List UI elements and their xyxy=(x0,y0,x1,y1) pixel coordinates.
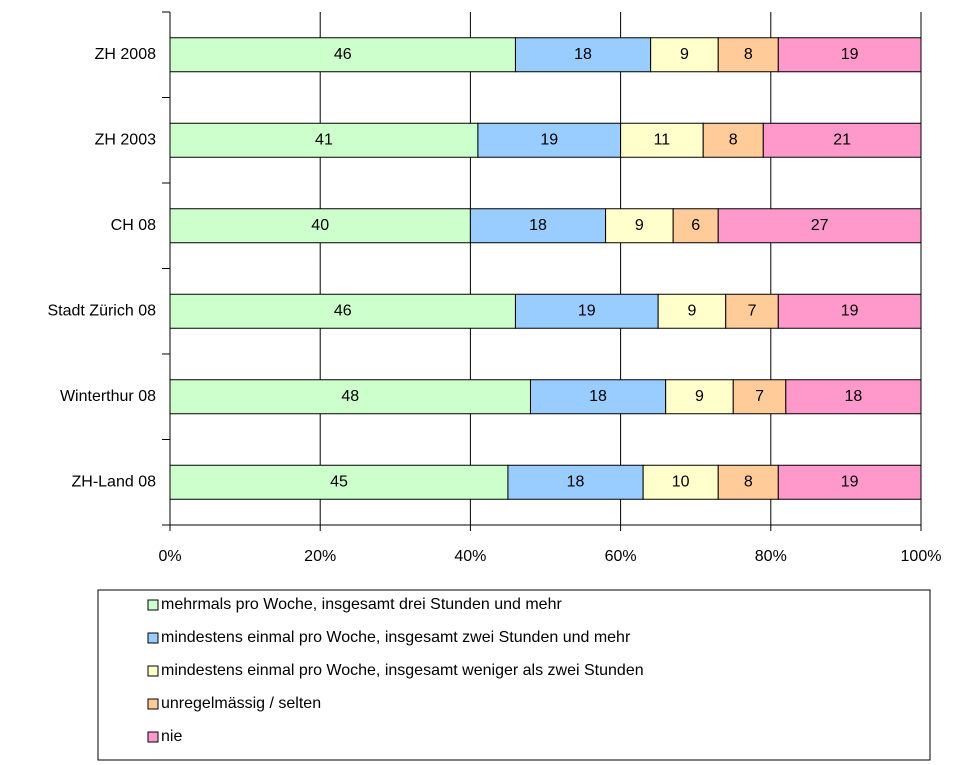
data-label: 19 xyxy=(578,302,596,319)
legend-label: mehrmals pro Woche, insgesamt drei Stund… xyxy=(161,596,562,613)
legend-marker xyxy=(147,632,159,644)
bar-segment xyxy=(169,293,516,329)
data-label: 8 xyxy=(744,46,753,63)
bar-segment xyxy=(777,464,922,500)
data-label: 10 xyxy=(672,473,690,490)
data-label: 18 xyxy=(845,388,863,405)
data-label: 8 xyxy=(729,131,738,148)
legend-label: unregelmässig / selten xyxy=(161,695,321,712)
bar-segment xyxy=(169,37,516,73)
data-label: 18 xyxy=(589,388,607,405)
data-label: 19 xyxy=(841,46,859,63)
data-label: 7 xyxy=(748,302,757,319)
y-tick-label: Stadt Zürich 08 xyxy=(48,302,157,319)
bar-segment xyxy=(702,122,764,158)
data-label: 9 xyxy=(687,302,696,319)
y-tick-label: ZH-Land 08 xyxy=(72,473,157,490)
bar-segment xyxy=(777,37,922,73)
legend-marker xyxy=(147,698,159,710)
x-tick-label: 20% xyxy=(304,548,336,565)
legend-marker xyxy=(147,731,159,743)
data-label: 19 xyxy=(841,473,859,490)
y-tick-label: CH 08 xyxy=(111,217,156,234)
legend-label: mindestens einmal pro Woche, insgesamt w… xyxy=(161,662,644,679)
bar-segment xyxy=(169,379,531,415)
data-label: 18 xyxy=(574,46,592,63)
bar-segment xyxy=(514,293,659,329)
data-label: 21 xyxy=(833,131,851,148)
data-label: 18 xyxy=(567,473,585,490)
y-tick-label: ZH 2003 xyxy=(95,131,156,148)
legend-label: nie xyxy=(161,728,182,745)
data-label: 9 xyxy=(695,388,704,405)
bar-segment xyxy=(717,208,922,244)
y-tick-label: ZH 2008 xyxy=(95,46,156,63)
data-label: 46 xyxy=(334,302,352,319)
data-label: 41 xyxy=(315,131,333,148)
data-label: 45 xyxy=(330,473,348,490)
bar-segment xyxy=(777,293,922,329)
bar-segment xyxy=(169,464,509,500)
bar-segment xyxy=(785,379,922,415)
data-label: 6 xyxy=(691,217,700,234)
legend-marker xyxy=(147,665,159,677)
legend-box xyxy=(97,589,931,761)
bar-segment xyxy=(642,464,719,500)
legend-marker xyxy=(147,599,159,611)
x-tick-label: 0% xyxy=(158,548,181,565)
data-label: 8 xyxy=(744,473,753,490)
data-label: 27 xyxy=(811,217,829,234)
bar-segment xyxy=(477,122,622,158)
data-label: 46 xyxy=(334,46,352,63)
bar-segment xyxy=(469,208,607,244)
data-label: 40 xyxy=(311,217,329,234)
bar-segment xyxy=(717,464,779,500)
x-tick-label: 40% xyxy=(454,548,486,565)
data-label: 19 xyxy=(841,302,859,319)
x-tick-label: 100% xyxy=(901,548,942,565)
data-label: 9 xyxy=(680,46,689,63)
bar-segment xyxy=(514,37,652,73)
bar-segment xyxy=(605,208,674,244)
bar-segment xyxy=(732,379,787,415)
data-label: 48 xyxy=(341,388,359,405)
data-label: 7 xyxy=(755,388,764,405)
data-label: 18 xyxy=(529,217,547,234)
bar-segment xyxy=(169,208,471,244)
x-tick-label: 80% xyxy=(755,548,787,565)
data-label: 11 xyxy=(654,131,671,148)
bar-segment xyxy=(725,293,779,329)
bar-segment xyxy=(529,379,667,415)
x-tick-label: 60% xyxy=(605,548,637,565)
bar-segment xyxy=(657,293,727,329)
data-label: 9 xyxy=(635,217,644,234)
data-label: 19 xyxy=(540,131,558,148)
y-tick-label: Winterthur 08 xyxy=(60,388,156,405)
bar-segment xyxy=(762,122,922,158)
legend-label: mindestens einmal pro Woche, insgesamt z… xyxy=(161,629,631,646)
